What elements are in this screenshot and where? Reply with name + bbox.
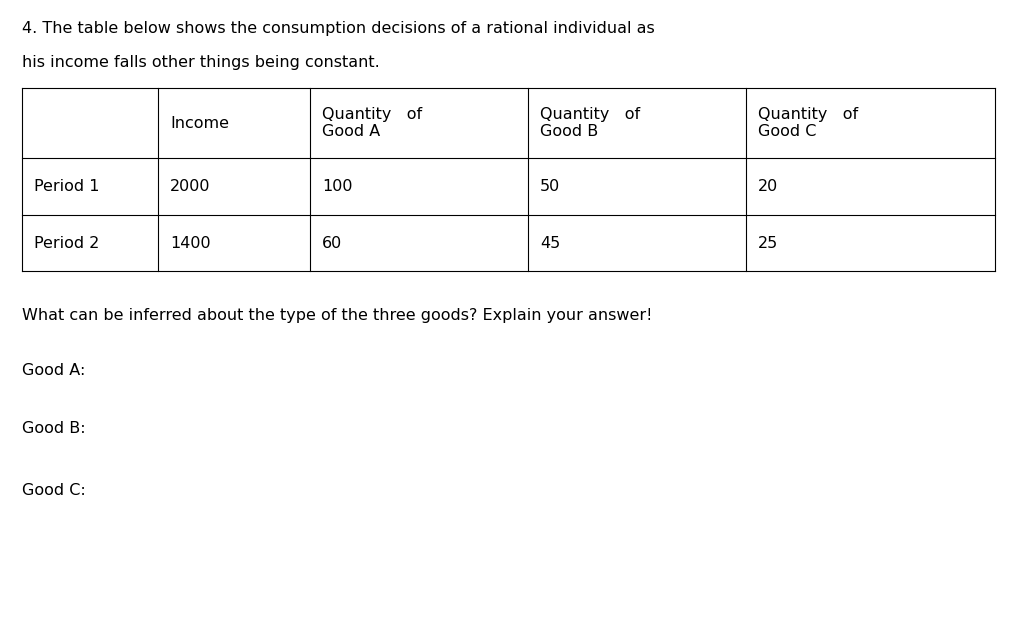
Text: Quantity   of
Good C: Quantity of Good C — [758, 107, 858, 139]
Text: 45: 45 — [540, 235, 560, 251]
Text: 1400: 1400 — [170, 235, 211, 251]
Text: 100: 100 — [322, 179, 352, 194]
Text: Good A:: Good A: — [22, 363, 85, 378]
Text: his income falls other things being constant.: his income falls other things being cons… — [22, 55, 380, 70]
Text: What can be inferred about the type of the three goods? Explain your answer!: What can be inferred about the type of t… — [22, 308, 652, 323]
Text: Good C:: Good C: — [22, 483, 86, 498]
Text: 2000: 2000 — [170, 179, 211, 194]
Text: 25: 25 — [758, 235, 778, 251]
Text: Good B:: Good B: — [22, 421, 86, 436]
Text: 20: 20 — [758, 179, 778, 194]
Text: Period 2: Period 2 — [34, 235, 99, 251]
Text: Income: Income — [170, 116, 229, 131]
Text: 60: 60 — [322, 235, 342, 251]
Text: Period 1: Period 1 — [34, 179, 99, 194]
Text: Quantity   of
Good A: Quantity of Good A — [322, 107, 422, 139]
Text: 4. The table below shows the consumption decisions of a rational individual as: 4. The table below shows the consumption… — [22, 21, 654, 36]
Text: Quantity   of
Good B: Quantity of Good B — [540, 107, 640, 139]
Text: 50: 50 — [540, 179, 560, 194]
